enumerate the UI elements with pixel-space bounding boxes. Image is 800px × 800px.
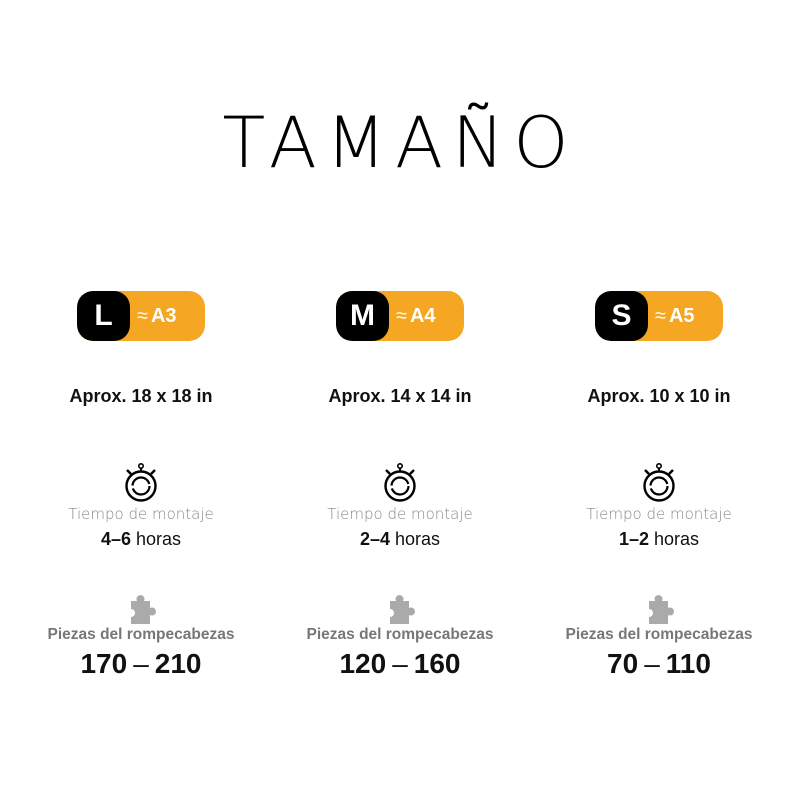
dimensions: Aprox. 18 x 18 in [69,386,213,406]
pieces-max: 160 [413,648,461,679]
page-title: TAMAÑO [222,102,578,184]
time-unit: horas [395,529,441,549]
pieces-min: 120 [339,648,387,679]
pieces-range: 120–160 [339,648,461,679]
time-unit: horas [654,529,700,549]
assembly-time-label: Tiempo de montaje [68,505,214,523]
paper-size: A3 [150,305,177,327]
assembly-time: 4–6 horas [11,529,271,550]
size-column: M ≈ A4 Aprox. 14 x 14 in Tiempo de montaj… [270,0,530,800]
approx-symbol: ≈ [137,305,148,327]
size-letter: S [595,291,648,341]
dimensions: Aprox. 14 x 14 in [328,386,472,406]
dimensions: Aprox. 10 x 10 in [587,386,731,406]
paper-size: A4 [409,305,436,327]
pieces-label: Piezas del rompecabezas [306,626,494,643]
time-range: 4–6 [100,529,131,549]
puzzle-piece-icon [390,595,415,624]
pieces-label: Piezas del rompecabezas [565,626,753,643]
puzzle-piece-icon [649,595,674,624]
pieces-max: 110 [665,648,711,679]
pieces-label: Piezas del rompecabezas [47,626,235,643]
assembly-time-label: Tiempo de montaje [586,505,732,523]
approx-symbol: ≈ [655,305,666,327]
stopwatch-icon [384,463,416,502]
stopwatch-icon [643,463,675,502]
size-badge: M ≈ A4 [336,291,464,341]
pieces-max: 210 [154,648,202,679]
size-letter: L [77,291,130,341]
paper-equivalent: ≈ A3 [137,291,177,341]
paper-equivalent: ≈ A5 [655,291,695,341]
approx-symbol: ≈ [396,305,407,327]
size-column: L ≈ A3 Aprox. 18 x 18 in Tiempo de montaj… [11,0,271,800]
time-range: 2–4 [359,529,390,549]
size-badge: S ≈ A5 [595,291,723,341]
paper-equivalent: ≈ A4 [396,291,436,341]
assembly-time: 2–4 horas [270,529,530,550]
size-badge: L ≈ A3 [77,291,205,341]
assembly-time: 1–2 horas [529,529,789,550]
time-range: 1–2 [618,529,649,549]
assembly-time-label: Tiempo de montaje [327,505,473,523]
time-unit: horas [136,529,182,549]
pieces-min: 170 [80,648,128,679]
puzzle-piece-icon [131,595,156,624]
pieces-range: 70–110 [607,648,711,679]
size-column: S ≈ A5 Aprox. 10 x 10 in Tiempo de montaj… [529,0,789,800]
stopwatch-icon [125,463,157,502]
pieces-min: 70 [607,648,639,679]
paper-size: A5 [668,305,695,327]
pieces-range: 170–210 [80,648,202,679]
size-letter: M [336,291,389,341]
